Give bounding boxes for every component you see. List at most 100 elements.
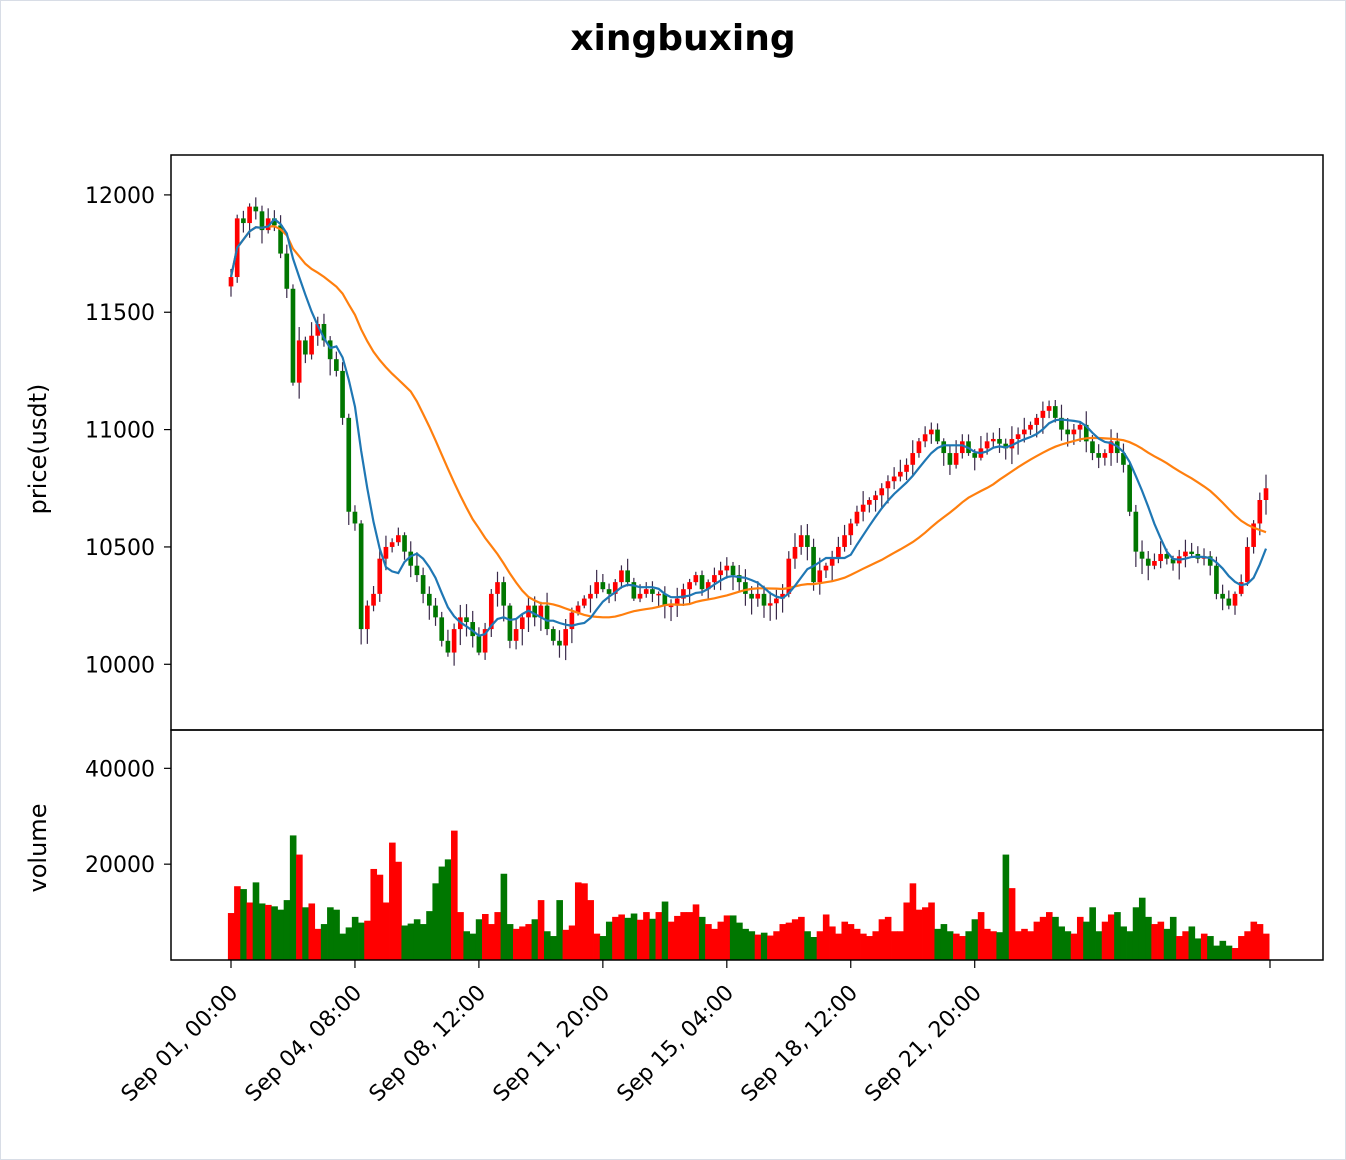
volume-bar (1219, 940, 1227, 960)
candle-body (389, 542, 395, 547)
volume-bar (605, 921, 613, 960)
candle-body (371, 593, 376, 606)
volume-bar (835, 933, 842, 960)
volume-bar (946, 931, 954, 960)
volume-bar (1176, 936, 1183, 960)
candle-body (1139, 551, 1145, 559)
volume-bar (1064, 931, 1072, 960)
candle-body (1152, 561, 1157, 566)
volume-bar (860, 933, 867, 960)
candle-body (637, 593, 643, 599)
volume-bar (1132, 907, 1140, 960)
volume-bar (482, 914, 489, 960)
volume-bar (1052, 916, 1059, 960)
candle-body (228, 277, 234, 287)
candle-body (588, 593, 593, 599)
volume-bar (1188, 926, 1196, 960)
price-tick-label: 11000 (85, 419, 155, 444)
candle-body (352, 511, 358, 524)
candle-body (1226, 598, 1232, 606)
candle-body (674, 598, 680, 606)
candle-body (383, 546, 389, 559)
candle-body (1263, 488, 1269, 500)
volume-bar (884, 916, 892, 960)
volume-bar (1002, 854, 1010, 960)
volume-panel: 20000 40000 (85, 729, 1324, 961)
volume-bar (531, 919, 539, 960)
volume-bar (506, 924, 514, 960)
candle-body (662, 593, 668, 606)
candle-body (488, 593, 494, 630)
volume-bar (345, 927, 353, 960)
volume-bar (413, 919, 421, 960)
candle-body (365, 605, 370, 630)
candle-body (296, 340, 302, 383)
candle-body (272, 218, 277, 226)
volume-bar (1095, 931, 1103, 960)
volume-axis-label: volume (24, 804, 52, 893)
candle-body (780, 593, 785, 599)
volume-bar (302, 907, 309, 960)
volume-bar (1076, 916, 1084, 960)
candle-body (278, 225, 283, 254)
candle-body (1046, 406, 1052, 411)
price-axes-box (170, 154, 1324, 731)
candle-body (532, 605, 538, 618)
volume-bar (1083, 921, 1090, 960)
candle-body (743, 582, 748, 594)
candle-body (656, 593, 661, 596)
candle-body (1028, 424, 1033, 430)
volume-bar (655, 912, 663, 960)
candle-body (445, 640, 451, 653)
volume-bar (364, 920, 371, 960)
candle-body (569, 612, 575, 630)
volume-bar (698, 916, 706, 960)
volume-bar (649, 918, 656, 960)
candle-body (811, 546, 816, 583)
candle-body (476, 636, 482, 653)
candle-body (1145, 558, 1151, 566)
candle-body (321, 323, 327, 341)
candle-body (594, 582, 599, 594)
volume-bar (723, 915, 731, 960)
volume-bar (519, 926, 526, 960)
candle-body (1121, 453, 1126, 465)
volume-bar (537, 900, 545, 960)
candle-body (513, 629, 519, 641)
volume-bar (1120, 926, 1127, 960)
volume-bar (760, 932, 768, 960)
candle-body (247, 206, 252, 224)
candle-body (854, 511, 860, 524)
candle-body (1133, 511, 1139, 552)
volume-bar (928, 902, 935, 960)
candle-body (414, 565, 420, 576)
candle-body (1015, 434, 1021, 439)
candle-body (997, 438, 1002, 444)
volume-bar (1262, 933, 1270, 960)
volume-bar (798, 916, 805, 960)
candle-body (898, 471, 903, 477)
candle-body (538, 605, 544, 618)
candle-body (408, 551, 414, 566)
volume-bar (420, 924, 427, 960)
candle-body (687, 582, 692, 590)
candle-body (1034, 417, 1040, 425)
candle-body (1040, 410, 1046, 418)
candle-body (303, 340, 308, 355)
volume-bar (1014, 931, 1022, 960)
volume-bar (971, 919, 979, 960)
volume-bar (271, 906, 278, 960)
volume-bar (729, 915, 737, 960)
candle-body (1220, 593, 1225, 599)
candle-body (550, 629, 556, 641)
candle-body (482, 629, 488, 653)
volume-bar (252, 882, 260, 960)
volume-bar (612, 916, 619, 960)
volume-bar (816, 931, 824, 960)
volume-bar (866, 936, 873, 960)
candle-body (681, 589, 686, 599)
volume-bar (475, 919, 483, 960)
volume-bar (426, 911, 433, 960)
candle-body (1170, 558, 1176, 564)
candle-body (842, 535, 847, 547)
